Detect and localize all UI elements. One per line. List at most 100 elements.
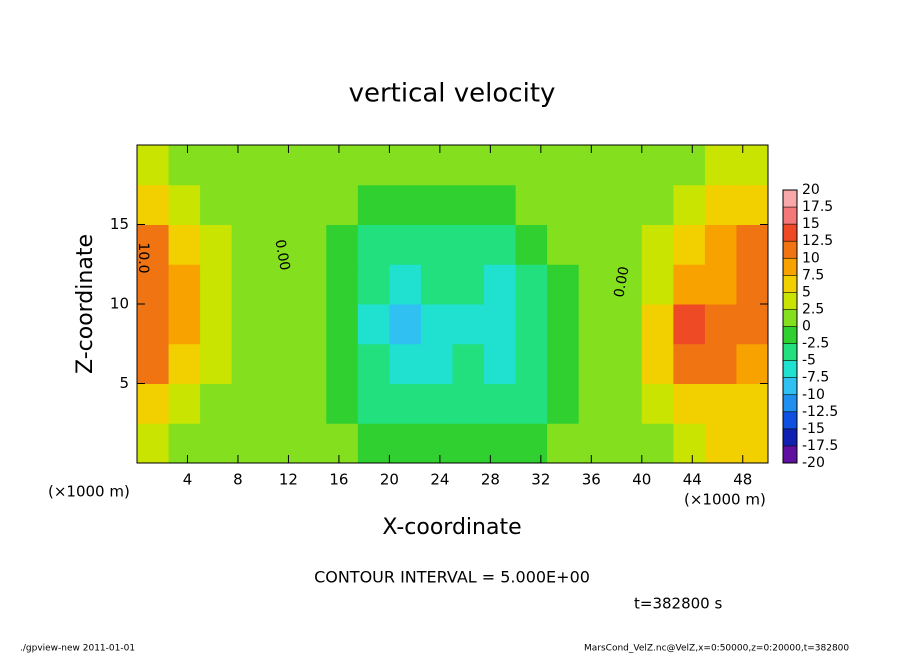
field-cell — [357, 224, 390, 265]
x-tick-label: 16 — [329, 471, 348, 489]
field-cell — [484, 423, 517, 464]
field-cell — [515, 145, 548, 186]
field-cell — [515, 343, 548, 384]
field-cell — [294, 423, 327, 464]
field-cell — [263, 423, 296, 464]
colorbar-label: 2.5 — [802, 301, 824, 317]
field-cell — [420, 383, 453, 424]
field-cell — [484, 264, 517, 305]
x-unit-label: (×1000 m) — [684, 491, 766, 509]
field-cell — [673, 224, 706, 265]
field-cell — [168, 184, 201, 225]
field-cell — [263, 264, 296, 305]
field-cell — [641, 383, 674, 424]
field-cell — [484, 383, 517, 424]
contour-interval: CONTOUR INTERVAL = 5.000E+00 — [314, 568, 590, 587]
field-cell — [389, 423, 422, 464]
field-cell — [547, 145, 580, 186]
field-cell — [578, 383, 611, 424]
contour-label: 0.00 — [271, 238, 292, 271]
field-cell — [137, 145, 170, 186]
field — [137, 145, 769, 464]
field-cell — [231, 343, 264, 384]
x-tick-label: 36 — [582, 471, 601, 489]
field-cell — [452, 145, 485, 186]
field-cell — [294, 224, 327, 265]
field-cell — [137, 304, 170, 345]
field-cell — [610, 184, 643, 225]
field-cell — [610, 343, 643, 384]
colorbar-label: -7.5 — [802, 370, 829, 386]
field-cell — [704, 224, 737, 265]
field-cell — [357, 184, 390, 225]
colorbar-label: 15 — [802, 216, 820, 232]
field-cell — [736, 264, 769, 305]
field-cell — [168, 383, 201, 424]
field-cell — [137, 264, 170, 305]
field-cell — [641, 145, 674, 186]
field-cell — [578, 224, 611, 265]
field-cell — [294, 184, 327, 225]
colorbar-label: -20 — [802, 455, 825, 471]
field-cell — [168, 224, 201, 265]
field-cell — [704, 304, 737, 345]
field-cell — [389, 224, 422, 265]
y-tick-label: 10 — [110, 295, 129, 313]
field-cell — [200, 304, 233, 345]
field-cell — [452, 184, 485, 225]
field-cell — [547, 343, 580, 384]
footer-right: MarsCond_VelZ.nc@VelZ,x=0:50000,z=0:2000… — [584, 644, 849, 654]
field-cell — [137, 343, 170, 384]
field-cell — [704, 264, 737, 305]
colorbar-swatch — [783, 190, 797, 208]
field-cell — [231, 224, 264, 265]
field-cell — [452, 264, 485, 305]
field-cell — [420, 184, 453, 225]
field-cell — [168, 264, 201, 305]
x-tick-label: 12 — [279, 471, 298, 489]
field-cell — [515, 383, 548, 424]
field-cell — [137, 184, 170, 225]
field-cell — [704, 383, 737, 424]
field-cell — [389, 304, 422, 345]
field-cell — [610, 423, 643, 464]
field-cell — [515, 224, 548, 265]
field-cell — [389, 184, 422, 225]
field-cell — [736, 343, 769, 384]
field-cell — [610, 224, 643, 265]
field-cell — [263, 343, 296, 384]
field-cell — [736, 184, 769, 225]
field-cell — [357, 423, 390, 464]
field-cell — [641, 264, 674, 305]
x-tick-label: 40 — [632, 471, 651, 489]
field-cell — [326, 264, 359, 305]
field-cell — [357, 383, 390, 424]
colorbar-label: 20 — [802, 182, 820, 198]
field-cell — [263, 383, 296, 424]
field-cell — [673, 145, 706, 186]
field-cell — [294, 304, 327, 345]
field-cell — [420, 423, 453, 464]
field-cell — [578, 184, 611, 225]
colorbar-label: -5 — [802, 353, 816, 369]
field-cell — [673, 343, 706, 384]
colorbar-swatch — [783, 326, 797, 344]
chart-title: vertical velocity — [349, 79, 556, 109]
field-cell — [231, 264, 264, 305]
field-cell — [200, 383, 233, 424]
field-cell — [294, 145, 327, 186]
colorbar-swatch — [783, 258, 797, 276]
time-label: t=382800 s — [634, 595, 722, 613]
field-cell — [578, 145, 611, 186]
field-cell — [326, 383, 359, 424]
field-cell — [263, 224, 296, 265]
field-cell — [547, 383, 580, 424]
field-cell — [484, 304, 517, 345]
field-cell — [673, 184, 706, 225]
y-axis-label: Z-coordinate — [73, 234, 98, 374]
field-cell — [484, 224, 517, 265]
x-tick-label: 20 — [380, 471, 399, 489]
x-tick-label: 44 — [683, 471, 702, 489]
colorbar-swatch — [783, 292, 797, 310]
field-cell — [704, 145, 737, 186]
